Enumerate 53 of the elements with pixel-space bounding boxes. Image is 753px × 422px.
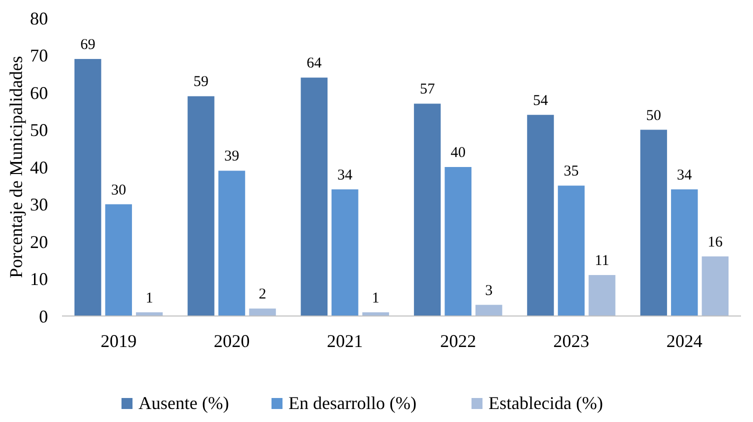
bar — [475, 304, 502, 316]
x-tick-label: 2020 — [214, 331, 250, 351]
x-tick-label: 2019 — [100, 331, 137, 351]
bar — [558, 186, 585, 316]
x-tick-label: 2021 — [326, 331, 363, 351]
y-tick-label: 80 — [30, 8, 48, 28]
bar — [300, 78, 328, 316]
data-label: 1 — [146, 290, 154, 306]
bar — [218, 170, 246, 316]
y-tick-label: 60 — [30, 82, 48, 103]
data-label: 59 — [193, 74, 208, 90]
data-label: 34 — [676, 167, 692, 184]
y-tick-label: 20 — [30, 232, 48, 252]
legend-label: Ausente (%) — [138, 393, 229, 413]
bar — [588, 275, 616, 316]
bar — [640, 130, 668, 316]
data-label: 30 — [111, 182, 126, 198]
data-label: 34 — [337, 167, 353, 184]
bar — [414, 104, 441, 316]
bar — [249, 308, 276, 316]
data-label: 69 — [80, 36, 96, 53]
data-label: 1 — [372, 290, 380, 306]
legend-label: En desarrollo (%) — [288, 393, 416, 413]
bar — [332, 189, 358, 316]
legend-label: Establecida (%) — [488, 393, 603, 413]
bar — [74, 58, 102, 316]
bar — [105, 204, 132, 316]
y-tick-label: 50 — [30, 120, 48, 140]
x-tick-label: 2024 — [666, 331, 702, 351]
y-tick-label: 40 — [30, 157, 48, 178]
y-axis-title: Porcentaje de Municipalidades — [6, 56, 26, 278]
data-label: 57 — [420, 82, 436, 98]
data-label: 54 — [532, 92, 548, 109]
x-tick-label: 2023 — [553, 331, 590, 351]
data-label: 39 — [224, 148, 240, 165]
y-tick-label: 30 — [30, 194, 48, 215]
bar — [188, 96, 214, 316]
y-tick-label: 0 — [39, 306, 48, 326]
bar — [702, 256, 729, 316]
x-tick-label: 2022 — [440, 331, 476, 351]
data-label: 40 — [450, 145, 466, 161]
data-label: 50 — [646, 108, 662, 124]
data-label: 16 — [708, 234, 724, 250]
bar — [527, 114, 554, 316]
data-label: 3 — [485, 282, 493, 299]
data-label: 35 — [564, 164, 579, 180]
data-label: 64 — [306, 56, 322, 72]
y-tick-label: 70 — [30, 46, 48, 66]
bar — [444, 167, 472, 316]
data-label: 2 — [258, 286, 266, 303]
bar — [671, 189, 698, 316]
data-label: 11 — [594, 253, 610, 270]
y-tick-label: 10 — [30, 269, 48, 290]
